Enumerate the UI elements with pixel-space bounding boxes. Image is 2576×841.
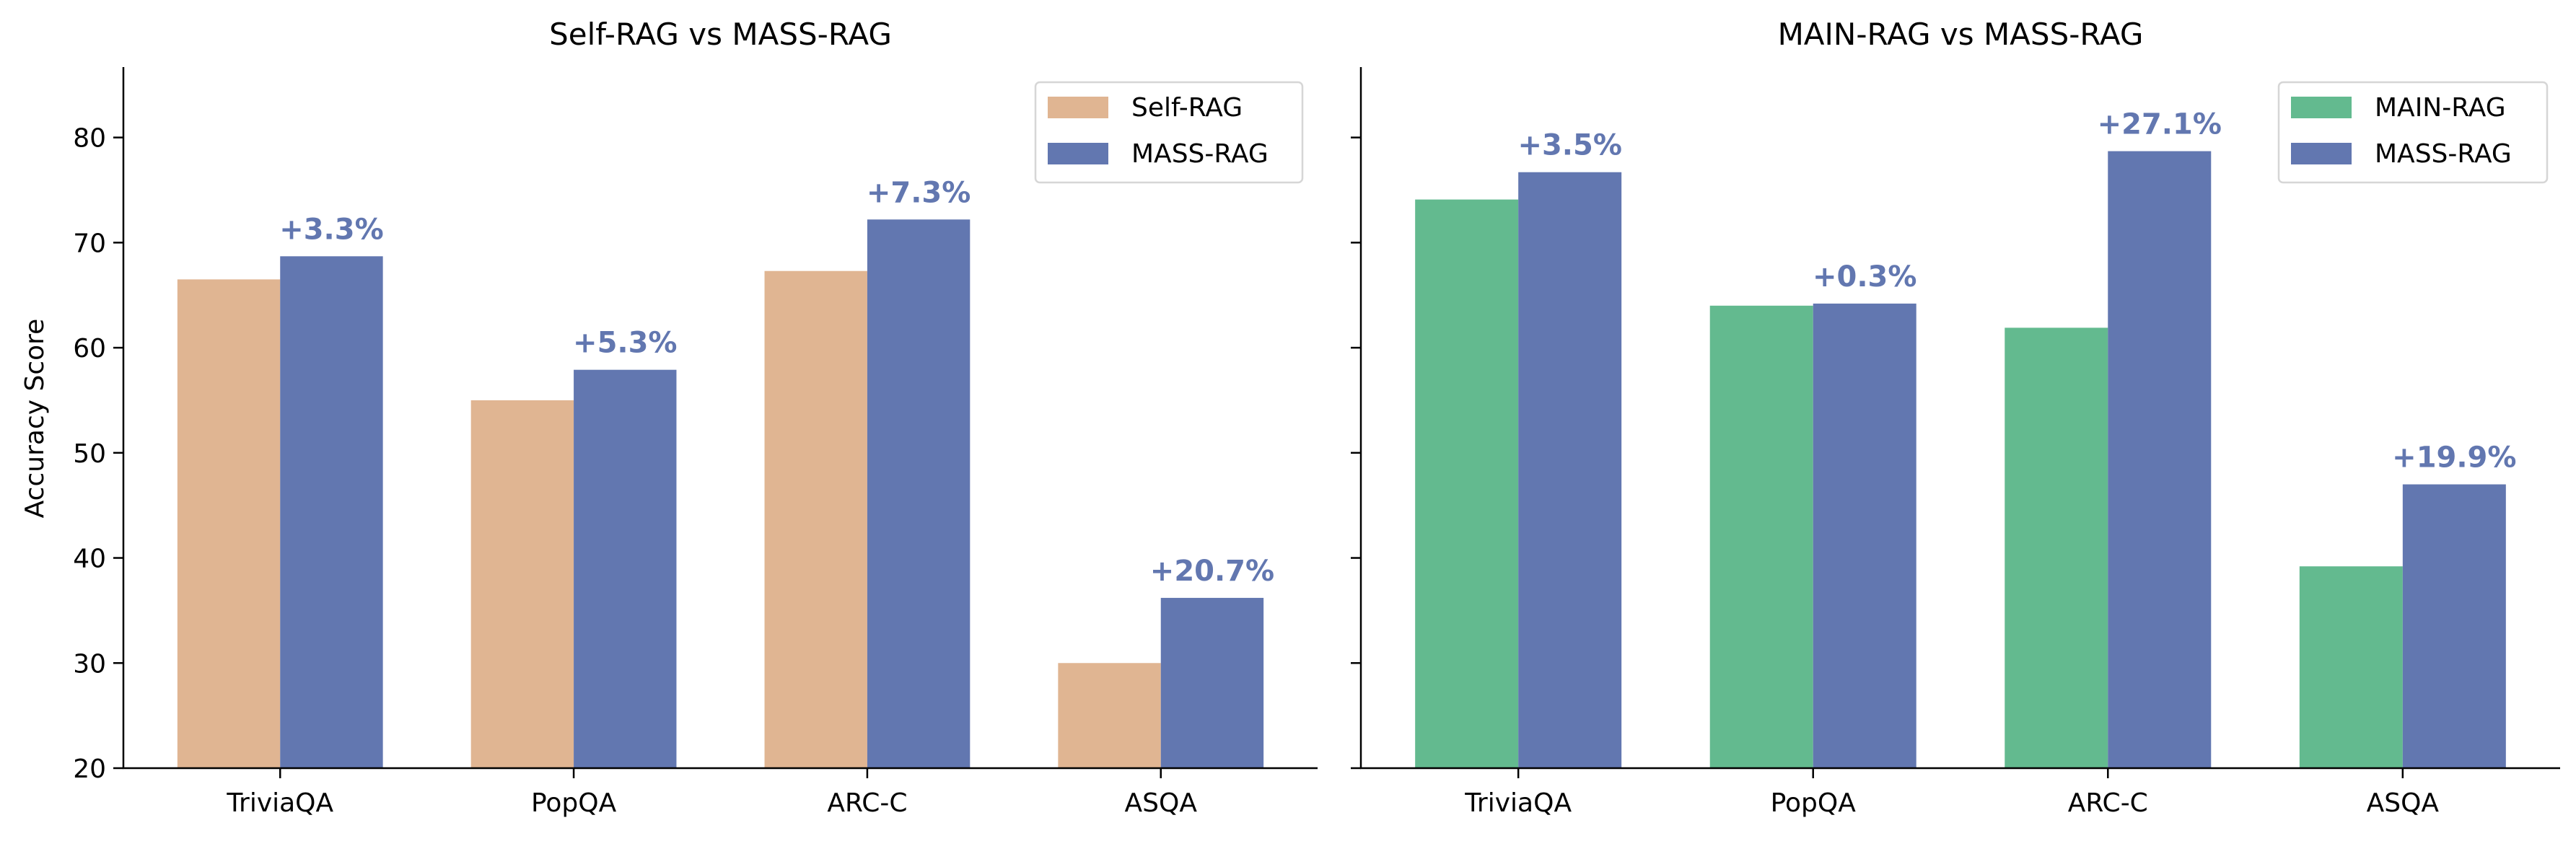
y-tick-label: 50: [73, 439, 106, 469]
bar-mass-rag-triviaqa: [280, 256, 383, 768]
bar-self-rag-triviaqa: [177, 279, 281, 769]
data-label: +19.9%: [2392, 441, 2516, 475]
bar-mass-rag-popqa: [574, 369, 677, 768]
x-tick-label: ARC-C: [2068, 788, 2148, 818]
legend-label: MASS-RAG: [1131, 139, 1269, 169]
legend-swatch-main-rag: [2291, 97, 2352, 118]
bar-mass-rag-asqa: [1160, 597, 1264, 768]
x-tick-label: ASQA: [1125, 788, 1198, 818]
bar-mass-rag-arc-c: [867, 219, 971, 769]
bar-mass-rag-triviaqa: [1518, 172, 1622, 768]
legend-label: MAIN-RAG: [2375, 93, 2506, 123]
data-label: +0.3%: [1813, 260, 1916, 294]
x-tick-label: PopQA: [1771, 788, 1857, 818]
x-tick-label: ASQA: [2367, 788, 2440, 818]
legend-label: Self-RAG: [1131, 93, 1243, 123]
data-label: +7.3%: [867, 176, 971, 209]
legend-swatch-self-rag: [1048, 97, 1108, 118]
bar-mass-rag-arc-c: [2108, 151, 2212, 768]
data-label: +27.1%: [2098, 108, 2222, 141]
chart-title: MAIN-RAG vs MASS-RAG: [1778, 17, 2144, 52]
bar-main-rag-arc-c: [2005, 327, 2108, 768]
bar-mass-rag-popqa: [1813, 303, 1916, 768]
legend: MAIN-RAG MASS-RAG: [2277, 81, 2549, 184]
data-label: +20.7%: [1150, 555, 1274, 588]
chart-panel-2: MAIN-RAG vs MASS-RAG +3.5% TriviaQA +0.3% Po…: [1351, 17, 2560, 818]
chart-panel-1: Self-RAG vs MASS-RAG +3.3% TriviaQA +5.3% Po…: [20, 17, 1318, 818]
data-label: +5.3%: [573, 327, 677, 360]
bar-self-rag-arc-c: [764, 270, 867, 768]
bar-self-rag-asqa: [1058, 663, 1161, 768]
data-label: +3.3%: [279, 213, 383, 246]
legend-swatch-mass-rag: [2291, 143, 2352, 164]
y-tick-label: 70: [73, 229, 106, 258]
y-tick-label: 60: [73, 334, 106, 364]
chart-title: Self-RAG vs MASS-RAG: [549, 17, 892, 52]
y-tick-label: 30: [73, 649, 106, 679]
bar-main-rag-asqa: [2299, 566, 2403, 768]
bar-main-rag-popqa: [1709, 305, 1813, 768]
legend-swatch-mass-rag: [1048, 143, 1108, 164]
legend: Self-RAG MASS-RAG: [1034, 81, 1304, 184]
y-tick-label: 20: [73, 754, 106, 784]
x-tick-label: TriviaQA: [1464, 788, 1572, 818]
bar-mass-rag-asqa: [2402, 484, 2506, 768]
y-axis-label: Accuracy Score: [20, 319, 50, 519]
y-tick-label: 40: [73, 545, 106, 574]
data-label: +3.5%: [1517, 129, 1621, 162]
bar-main-rag-triviaqa: [1415, 199, 1519, 768]
x-tick-label: PopQA: [531, 788, 617, 818]
legend-label: MASS-RAG: [2375, 139, 2512, 169]
bar-self-rag-popqa: [470, 400, 574, 768]
x-tick-label: ARC-C: [827, 788, 907, 818]
y-tick-label: 80: [73, 124, 106, 154]
x-tick-label: TriviaQA: [226, 788, 333, 818]
